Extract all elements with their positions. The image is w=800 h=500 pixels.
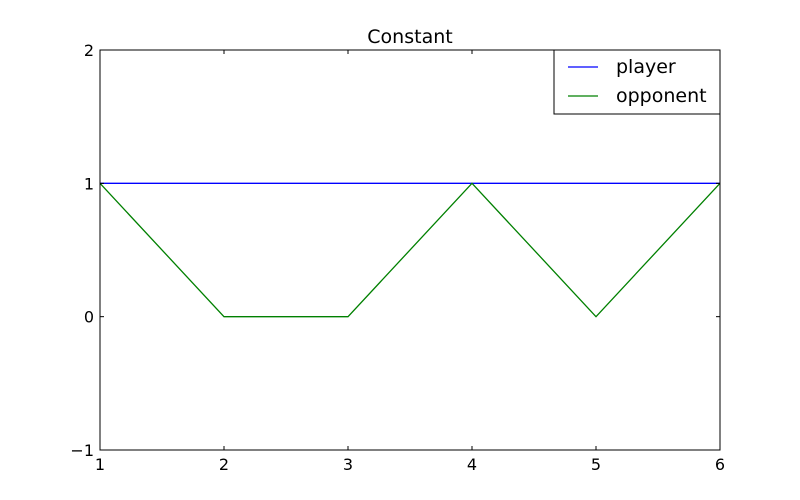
legend-box [553, 49, 721, 115]
x-tick-label: 1 [95, 455, 105, 474]
plot-frame [99, 49, 721, 451]
chart-title: Constant [367, 26, 452, 48]
y-tick-label: 1 [84, 174, 94, 193]
x-tick-label: 6 [715, 455, 725, 474]
series-line-opponent [99, 182, 721, 318]
x-tick-label: 3 [343, 455, 353, 474]
legend-label-player: player [616, 56, 676, 78]
y-tick-label: 2 [84, 41, 94, 60]
series-layer [99, 182, 721, 318]
legend: player opponent [553, 49, 721, 115]
x-tick-label: 2 [219, 455, 229, 474]
x-tick-label: 4 [467, 455, 477, 474]
x-tick-label: 5 [591, 455, 601, 474]
axes-layer: 1 2 3 4 5 6 −1 0 1 2 [70, 41, 725, 474]
y-tick-label: 0 [84, 308, 94, 327]
legend-label-opponent: opponent [616, 85, 707, 107]
y-tick-label: −1 [70, 441, 94, 460]
